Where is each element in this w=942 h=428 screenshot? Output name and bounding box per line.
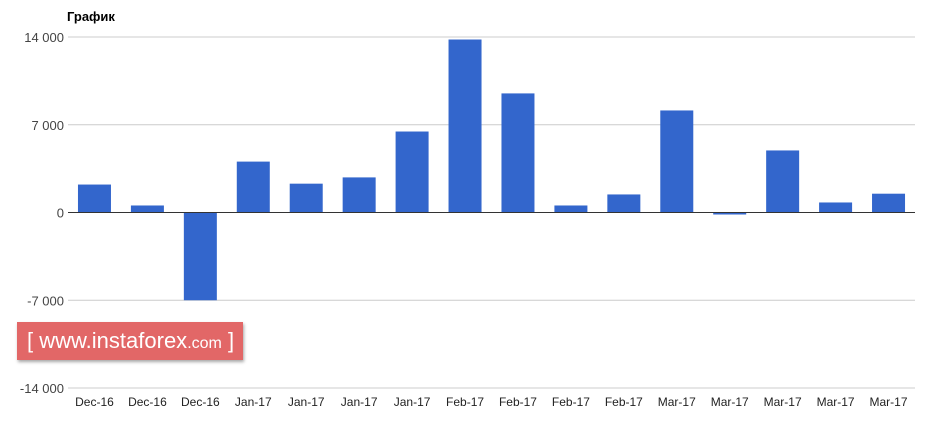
bar xyxy=(289,183,323,213)
bar xyxy=(130,205,164,213)
x-tick-label: Feb-17 xyxy=(605,395,643,409)
x-tick-label: Jan-17 xyxy=(288,395,325,409)
x-tick-label: Mar-17 xyxy=(658,395,696,409)
x-tick-label: Dec-16 xyxy=(75,395,114,409)
y-tick-label: 7 000 xyxy=(31,118,64,133)
chart-title: График xyxy=(67,9,115,24)
x-tick-label: Jan-17 xyxy=(341,395,378,409)
instaforex-watermark-logo: [ www.instaforex.com ] xyxy=(17,322,243,360)
x-tick-label: Feb-17 xyxy=(499,395,537,409)
bar xyxy=(395,131,429,213)
bar xyxy=(448,39,482,213)
x-tick-label: Jan-17 xyxy=(394,395,431,409)
y-tick-label: -14 000 xyxy=(20,381,64,396)
x-labels: Dec-16 Dec-16 Dec-16 Jan-17 Jan-17 Jan-17 Jan-… xyxy=(75,395,908,409)
bar xyxy=(713,212,747,215)
bar xyxy=(342,177,376,213)
bar xyxy=(236,161,270,213)
bars xyxy=(77,39,906,301)
bar xyxy=(766,150,800,213)
x-tick-label: Mar-17 xyxy=(817,395,855,409)
x-tick-label: Feb-17 xyxy=(446,395,484,409)
bar xyxy=(77,184,111,213)
y-tick-label: 0 xyxy=(57,206,64,221)
x-tick-label: Dec-16 xyxy=(128,395,167,409)
x-tick-label: Dec-16 xyxy=(181,395,220,409)
bar xyxy=(501,93,535,213)
y-tick-label: -7 000 xyxy=(27,293,64,308)
x-tick-label: Mar-17 xyxy=(764,395,802,409)
x-tick-label: Jan-17 xyxy=(235,395,272,409)
bar xyxy=(607,194,641,213)
watermark-suffix: .com xyxy=(187,335,222,352)
bar xyxy=(554,205,588,213)
bar xyxy=(872,193,906,213)
watermark-text: www.instaforex xyxy=(39,328,188,353)
x-tick-label: Feb-17 xyxy=(552,395,590,409)
bar xyxy=(183,212,217,301)
bar xyxy=(660,110,694,213)
x-tick-label: Mar-17 xyxy=(711,395,749,409)
grid: 14 000 7 000 0 -7 000 -14 000 xyxy=(20,30,915,396)
bar xyxy=(819,202,853,213)
y-tick-label: 14 000 xyxy=(24,30,64,45)
x-tick-label: Mar-17 xyxy=(870,395,908,409)
